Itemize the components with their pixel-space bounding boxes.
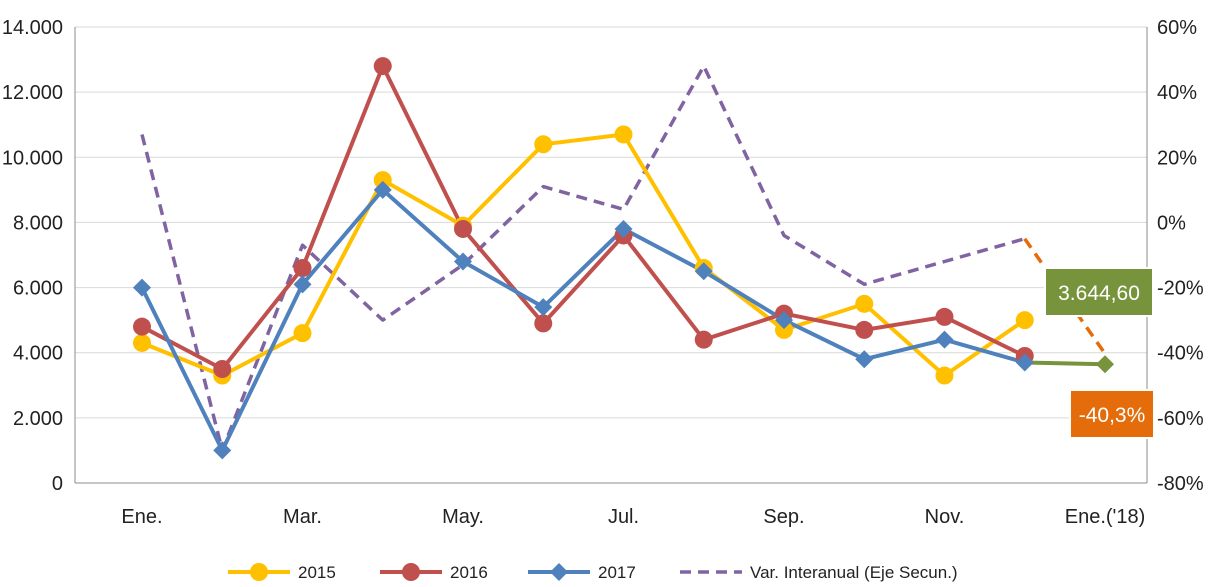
data-point-2016: [855, 320, 874, 339]
series-line-2015: [141, 132, 1026, 378]
data-point-2016: [373, 57, 392, 76]
y2-tick-label: 20%: [1157, 147, 1197, 169]
y2-tick-label: 40%: [1157, 82, 1197, 104]
data-point-2017: [614, 219, 633, 238]
data-point-2016: [133, 317, 151, 336]
y-tick-label: 10.000: [2, 147, 63, 169]
data-point-2016: [935, 307, 954, 326]
legend-marker-2017: [550, 563, 568, 581]
legend-marker-2016: [402, 563, 420, 581]
y-tick-label: 6.000: [13, 278, 63, 300]
legend-label-var: Var. Interanual (Eje Secun.): [750, 563, 958, 582]
data-point-2017: [855, 350, 874, 369]
series-line-var-extension: [1023, 237, 1107, 355]
data-point-2017: [694, 262, 713, 281]
data-point-2017: [1015, 353, 1034, 372]
series-line-var: [140, 64, 1026, 453]
legend-label-2017: 2017: [598, 563, 636, 582]
data-point-2017: [534, 298, 553, 317]
data-point-2016: [293, 259, 312, 278]
data-point-2015: [293, 324, 312, 343]
y-tick-label: 4.000: [13, 343, 63, 365]
data-point-2015: [534, 135, 553, 154]
data-point-2016: [454, 219, 472, 238]
data-point-2017: [454, 252, 472, 271]
data-point-2017: [775, 311, 793, 330]
legend-label-2015: 2015: [298, 563, 336, 582]
callout-box-value: [1044, 267, 1154, 317]
series-markers: [133, 57, 1114, 460]
callouts: 3.644,60 -40,3%: [1044, 267, 1155, 439]
x-tick-label: Sep.: [763, 506, 804, 528]
y2-tick-label: -40%: [1157, 343, 1204, 365]
legend-label-2016: 2016: [450, 563, 488, 582]
x-tick-label: Ene.: [121, 506, 162, 528]
data-point-2015: [1015, 311, 1034, 330]
legend: 2015 2016 2017 Var. Interanual (Eje Secun.): [228, 563, 958, 582]
x-tick-label: Mar.: [283, 506, 322, 528]
y2-tick-label: 0%: [1157, 212, 1186, 234]
y-tick-label: 2.000: [13, 408, 63, 430]
data-point-2017: [293, 275, 312, 294]
series-line-2017: [140, 187, 1026, 453]
y-tick-label: 14.000: [2, 17, 63, 39]
callout-value-label: 3.644,60: [1058, 282, 1140, 305]
y-tick-label: 12.000: [2, 82, 63, 104]
callout-box-variation: [1069, 389, 1155, 439]
data-point-2017: [133, 278, 151, 297]
y2-tick-label: 60%: [1157, 17, 1197, 39]
data-point-2015: [373, 171, 392, 190]
data-point-2015: [855, 294, 874, 313]
y-tick-label: 0: [52, 473, 63, 495]
x-tick-label: Ene.('18): [1065, 506, 1146, 528]
axes: 0 2.000 4.000 6.000 8.000 10.000 12.000 14.000 -…: [2, 17, 1204, 528]
data-point-2016: [694, 330, 713, 349]
data-point-2017: [373, 180, 392, 199]
data-point-2017-extension: [1096, 355, 1114, 374]
series-line-2016: [141, 64, 1026, 371]
data-point-2017: [213, 441, 232, 460]
y2-tick-label: -60%: [1157, 408, 1204, 430]
callout-variation-label: -40,3%: [1079, 404, 1146, 427]
data-point-2017: [935, 330, 954, 349]
data-point-2016: [213, 360, 232, 378]
gridlines: [75, 26, 1147, 419]
x-tick-label: May.: [442, 506, 484, 528]
data-point-2015: [935, 366, 954, 385]
x-tick-label: Jul.: [608, 506, 639, 528]
data-point-2015: [133, 333, 151, 352]
series-line-2017-extension: [1024, 360, 1106, 367]
series-lines: [140, 64, 1107, 453]
data-point-2015: [614, 125, 633, 144]
legend-marker-2015: [250, 563, 268, 581]
y2-tick-label: -80%: [1157, 473, 1204, 495]
data-point-2016: [534, 314, 553, 333]
y2-tick-label: -20%: [1157, 278, 1204, 300]
y-tick-label: 8.000: [13, 212, 63, 234]
x-tick-label: Nov.: [925, 506, 965, 528]
data-point-2015: [775, 320, 793, 339]
